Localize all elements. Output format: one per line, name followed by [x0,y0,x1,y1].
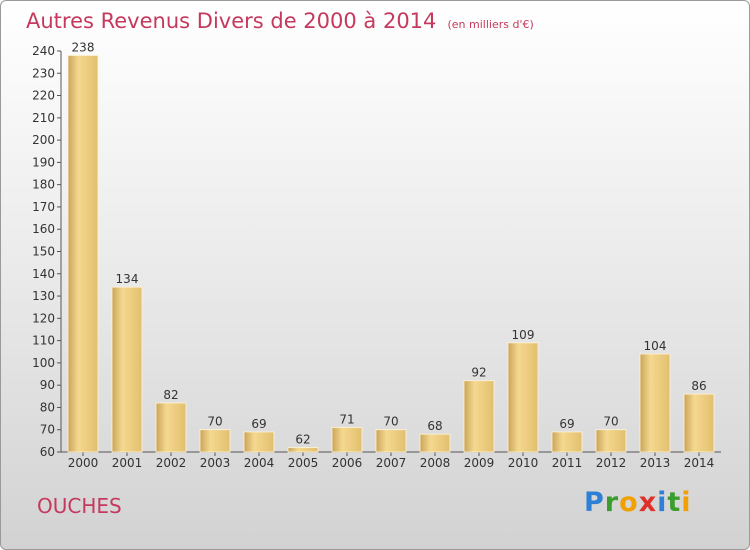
logo-letter: r [604,487,620,518]
bar [683,393,715,453]
y-tick-label: 210 [32,111,55,125]
y-tick-label: 70 [40,423,55,437]
bars [67,55,715,453]
y-tick-label: 180 [32,178,55,192]
y-tick-label: 160 [32,222,55,236]
y-tick-label: 60 [40,445,55,459]
data-label: 68 [427,419,442,433]
x-tick-label: 2003 [200,456,231,470]
bar [639,353,671,453]
data-label: 82 [163,388,178,402]
logo-letter: o [619,487,639,518]
x-tick-label: 2005 [288,456,319,470]
x-tick-label: 2010 [508,456,539,470]
x-tick-label: 2002 [156,456,187,470]
x-tick-label: 2013 [640,456,671,470]
x-tick-label: 2000 [68,456,99,470]
data-label: 238 [72,40,95,54]
data-label: 109 [512,328,535,342]
bar [463,380,495,453]
bar [419,433,451,453]
y-tick-label: 110 [32,334,55,348]
x-tick-label: 2009 [464,456,495,470]
x-tick-label: 2006 [332,456,363,470]
data-label: 104 [644,339,667,353]
logo-letter: i [681,487,692,518]
y-tick-label: 120 [32,311,55,325]
y-tick-label: 230 [32,66,55,80]
logo-letter: t [667,487,682,518]
y-tick-label: 130 [32,289,55,303]
bar [111,286,143,453]
bar [199,429,231,453]
data-label: 62 [295,433,310,447]
y-tick-label: 100 [32,356,55,370]
bar [595,429,627,453]
x-tick-label: 2014 [684,456,715,470]
bar [375,429,407,453]
logo-letter: P [584,487,605,518]
chart-unit: (en milliers d'€) [447,18,534,31]
bar [331,427,363,453]
commune-name: OUCHES [37,494,122,518]
y-tick-label: 240 [32,44,55,58]
proxiti-logo: Proxiti [584,487,692,518]
data-label: 70 [603,415,618,429]
x-tick-label: 2007 [376,456,407,470]
labels: 2000 238 2001 134 2002 82 2003 70 2004 69 2005 62 20… [68,40,715,470]
axes: 60 70 80 90 100 110 120 130 140 150 160 170 180 190 20… [32,44,721,459]
y-tick-label: 170 [32,200,55,214]
data-label: 92 [471,366,486,380]
y-tick-label: 90 [40,378,55,392]
logo-letter: x [638,487,658,518]
y-tick-label: 220 [32,89,55,103]
x-tick-label: 2004 [244,456,275,470]
logo-letter: i [657,487,668,518]
x-tick-label: 2012 [596,456,627,470]
y-tick-label: 150 [32,245,55,259]
data-label: 70 [207,415,222,429]
y-tick-label: 140 [32,267,55,281]
title-block: Autres Revenus Divers de 2000 à 2014 (en… [26,9,534,33]
bar [287,447,319,453]
x-tick-label: 2008 [420,456,451,470]
chart-title: Autres Revenus Divers de 2000 à 2014 [26,9,437,33]
data-label: 86 [691,379,706,393]
data-label: 71 [339,412,354,426]
bar [155,402,187,453]
y-tick-label: 190 [32,155,55,169]
bar [551,431,583,453]
data-label: 134 [116,272,139,286]
bar [67,55,99,453]
x-tick-label: 2001 [112,456,143,470]
data-label: 69 [559,417,574,431]
x-tick-label: 2011 [552,456,583,470]
bar [507,342,539,453]
bar [243,431,275,453]
y-tick-label: 80 [40,400,55,414]
data-label: 70 [383,415,398,429]
y-tick-label: 200 [32,133,55,147]
data-label: 69 [251,417,266,431]
